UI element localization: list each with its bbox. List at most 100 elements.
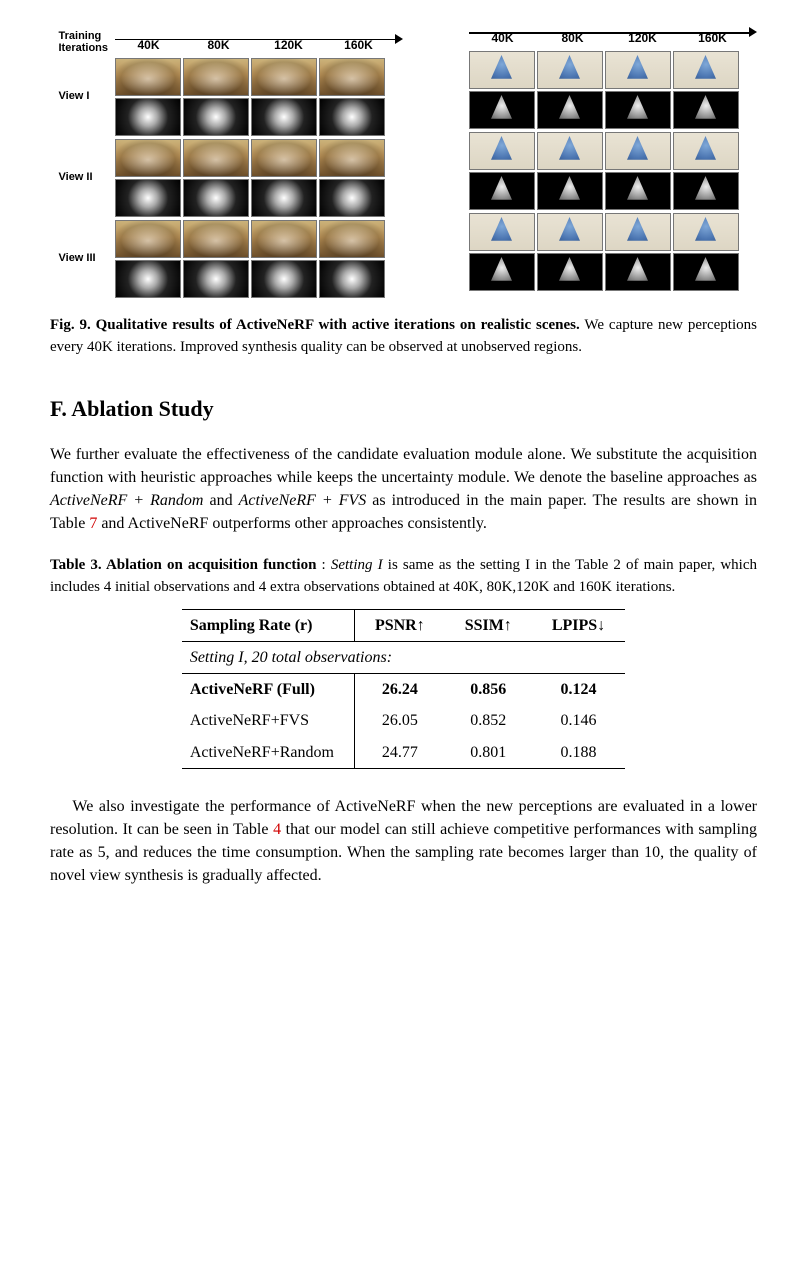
paragraph-2: We also investigate the performance of A… bbox=[50, 795, 757, 888]
thumbnail bbox=[183, 220, 249, 258]
thumbnail bbox=[251, 98, 317, 136]
thumbnail bbox=[115, 220, 181, 258]
thumbnail bbox=[319, 139, 385, 177]
thumb-row bbox=[115, 260, 385, 298]
view-label: View III bbox=[59, 251, 115, 267]
table-cell: 26.24 bbox=[354, 674, 444, 706]
thumbnail bbox=[251, 58, 317, 96]
col-header: PSNR↑ bbox=[354, 609, 444, 641]
thumbnail bbox=[115, 260, 181, 298]
column-label: 80K bbox=[185, 37, 253, 54]
thumbnail bbox=[183, 179, 249, 217]
column-header-row: Training Iterations40K80K120K160K bbox=[59, 30, 395, 54]
thumbnail bbox=[605, 172, 671, 210]
column-header-row: 40K80K120K160K bbox=[413, 30, 749, 47]
method-name: ActiveNeRF + Random bbox=[50, 492, 203, 509]
view-label: View I bbox=[59, 89, 115, 105]
column-label: 120K bbox=[255, 37, 323, 54]
column-label: 40K bbox=[115, 37, 183, 54]
thumbnail bbox=[537, 51, 603, 89]
view-group: View I bbox=[59, 58, 395, 136]
table-cell: ActiveNeRF+Random bbox=[182, 737, 355, 769]
thumb-row bbox=[115, 58, 385, 96]
col-header: SSIM↑ bbox=[445, 609, 532, 641]
table-row: ActiveNeRF+FVS26.050.8520.146 bbox=[182, 705, 625, 736]
thumbnail bbox=[183, 58, 249, 96]
table-row: ActiveNeRF+Random24.770.8010.188 bbox=[182, 737, 625, 769]
thumb-row bbox=[469, 172, 739, 210]
setting-row: Setting I, 20 total observations: bbox=[182, 642, 625, 674]
table-cell: 0.146 bbox=[532, 705, 625, 736]
table-cell: 0.801 bbox=[445, 737, 532, 769]
thumbnail bbox=[469, 172, 535, 210]
thumbnail bbox=[673, 172, 739, 210]
view-label: View II bbox=[59, 170, 115, 186]
thumbnail bbox=[183, 98, 249, 136]
table-cell: 0.856 bbox=[445, 674, 532, 706]
thumb-row bbox=[115, 220, 385, 258]
thumbnail bbox=[115, 179, 181, 217]
thumbnail bbox=[537, 91, 603, 129]
thumbnail bbox=[605, 51, 671, 89]
thumbnail bbox=[537, 253, 603, 291]
thumb-row bbox=[469, 51, 739, 89]
thumbnail bbox=[251, 220, 317, 258]
thumbnail bbox=[251, 260, 317, 298]
table-cell: 26.05 bbox=[354, 705, 444, 736]
paragraph-1: We further evaluate the effectiveness of… bbox=[50, 443, 757, 536]
figure-caption: Fig. 9. Qualitative results of ActiveNeR… bbox=[50, 315, 757, 359]
figure-caption-lead: Fig. 9. Qualitative results of ActiveNeR… bbox=[50, 317, 580, 333]
view-group: View II bbox=[59, 139, 395, 217]
thumbnail bbox=[673, 253, 739, 291]
thumbnail bbox=[469, 253, 535, 291]
thumbnail bbox=[673, 132, 739, 170]
thumbnail bbox=[319, 179, 385, 217]
thumbnail bbox=[115, 139, 181, 177]
table-cell: ActiveNeRF (Full) bbox=[182, 674, 355, 706]
table-caption: Table 3. Ablation on acquisition functio… bbox=[50, 555, 757, 599]
thumbnail bbox=[319, 260, 385, 298]
table-cell: 0.852 bbox=[445, 705, 532, 736]
thumbnail bbox=[251, 179, 317, 217]
thumbnail bbox=[183, 260, 249, 298]
thumbnail bbox=[469, 132, 535, 170]
thumbnail bbox=[319, 58, 385, 96]
thumbnail bbox=[115, 58, 181, 96]
thumbnail bbox=[605, 91, 671, 129]
view-group bbox=[413, 213, 749, 291]
thumbnail bbox=[605, 213, 671, 251]
thumb-row bbox=[115, 179, 385, 217]
thumb-row bbox=[469, 91, 739, 129]
thumbnail bbox=[673, 213, 739, 251]
view-group: View III bbox=[59, 220, 395, 298]
figure-grid: Training Iterations40K80K120K160KView IV… bbox=[50, 30, 757, 301]
thumbnail bbox=[469, 91, 535, 129]
axis-label: Training Iterations bbox=[59, 30, 115, 54]
thumbnail bbox=[183, 139, 249, 177]
thumbnail bbox=[115, 98, 181, 136]
table-cell: 0.124 bbox=[532, 674, 625, 706]
thumbnail bbox=[673, 51, 739, 89]
thumbnail bbox=[605, 253, 671, 291]
thumbnail bbox=[605, 132, 671, 170]
ablation-table: Sampling Rate (r) PSNR↑ SSIM↑ LPIPS↓ Set… bbox=[182, 609, 625, 769]
thumbnail bbox=[469, 51, 535, 89]
thumbnail bbox=[469, 213, 535, 251]
column-label: 160K bbox=[325, 37, 393, 54]
table-cell: 0.188 bbox=[532, 737, 625, 769]
view-group bbox=[413, 132, 749, 210]
col-header: Sampling Rate (r) bbox=[182, 609, 355, 641]
thumb-row bbox=[469, 132, 739, 170]
column-label: 160K bbox=[679, 30, 747, 47]
thumbnail bbox=[673, 91, 739, 129]
thumbnail bbox=[537, 172, 603, 210]
table-cell: 24.77 bbox=[354, 737, 444, 769]
table-cell: ActiveNeRF+FVS bbox=[182, 705, 355, 736]
figure-panel-left: Training Iterations40K80K120K160K View I V… bbox=[59, 30, 395, 301]
column-label: 80K bbox=[539, 30, 607, 47]
column-label: 120K bbox=[609, 30, 677, 47]
thumb-row bbox=[115, 98, 385, 136]
thumbnail bbox=[537, 132, 603, 170]
table-caption-lead: Table 3. Ablation on acquisition functio… bbox=[50, 557, 316, 573]
thumbnail bbox=[319, 220, 385, 258]
